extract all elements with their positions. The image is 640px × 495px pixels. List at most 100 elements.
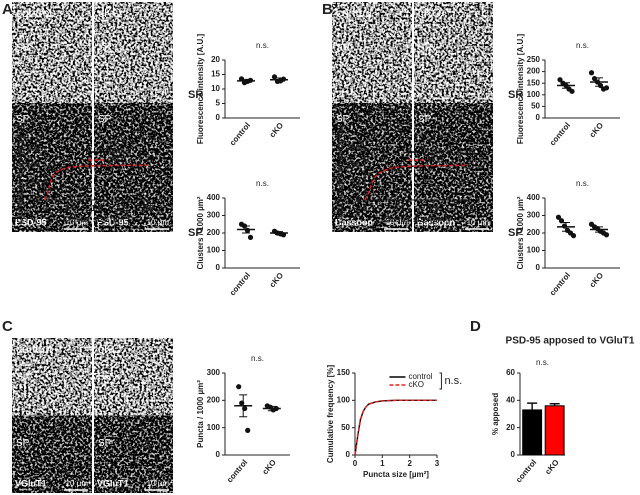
annotation: *** (463, 150, 477, 162)
image-marker: PSD-95 (15, 217, 47, 227)
image-condition: control (16, 6, 52, 20)
image-sp-region (94, 415, 173, 493)
x-axis-label: Puncta size [µm²] (363, 470, 429, 479)
y-tick-label: 150 (27, 143, 41, 152)
row-label: SR (188, 89, 203, 101)
row-label: SP (188, 227, 203, 239)
y-tick-label: 10 (211, 84, 220, 93)
x-tick-label: 1.5 (462, 204, 474, 213)
legend-bracket (439, 372, 442, 390)
y-tick-label: 0 (216, 113, 221, 122)
image-region: SR (98, 43, 112, 54)
y-tick-label: 150 (347, 143, 361, 152)
y-tick-label: 100 (527, 90, 541, 99)
y-tick-label: 0 (216, 450, 221, 459)
annotation: n.s. (536, 358, 549, 367)
y-tick-label: 100 (207, 246, 221, 255)
image-sp-region (414, 103, 493, 232)
y-tick-label: 250 (527, 55, 541, 64)
annotation: n.s. (251, 354, 264, 363)
data-point (271, 74, 278, 80)
image-sr-region (94, 2, 173, 104)
y-tick-label: 0 (536, 263, 541, 272)
image-region: SP (98, 438, 112, 449)
legend-label: control (427, 147, 451, 156)
y-axis-label: Puncta / 1000 µm² (196, 380, 205, 448)
image-sp-region (12, 103, 92, 232)
error-bar (242, 225, 250, 234)
image-sr-region (332, 2, 412, 104)
annotation: n.s. (576, 179, 589, 188)
image-region: SR (16, 371, 30, 382)
x-tick-label: control (548, 271, 572, 298)
y-tick-label: 15 (211, 70, 220, 79)
error-bar (595, 77, 603, 87)
image-condition: control (336, 6, 372, 20)
legend-bracket (458, 147, 461, 165)
y-tick-label: 0 (536, 113, 541, 122)
scale-label: 10 µm (66, 218, 89, 227)
image-marker: PSD-95 (97, 217, 129, 227)
error-bar (595, 226, 603, 233)
y-tick-label: 0 (216, 263, 221, 272)
x-tick-label: cKO (543, 458, 560, 476)
y-tick-label: 20 (506, 423, 515, 432)
image-marker: Bassoon (335, 217, 373, 227)
y-tick-label: 200 (527, 67, 541, 76)
y-tick-label: 50 (341, 423, 350, 432)
x-tick-label: control (548, 121, 572, 148)
image-region: SP (336, 114, 350, 125)
x-tick-label: 2.0 (142, 204, 154, 213)
data-point (569, 88, 575, 94)
image-sp-region (12, 415, 92, 493)
y-tick-label: 200 (527, 228, 541, 237)
y-tick-label: 200 (207, 395, 221, 404)
error-bar (242, 78, 250, 83)
legend-label: cKO (408, 380, 424, 389)
legend-label: control (107, 147, 131, 156)
row-label: SR (508, 89, 523, 101)
y-tick-label: 0 (346, 450, 351, 459)
error-bar (562, 222, 570, 232)
x-tick-label: 1 (380, 459, 385, 468)
data-point (603, 232, 610, 238)
y-tick-label: 100 (27, 160, 41, 169)
y-tick-label: 100 (527, 246, 541, 255)
legend-bracket (138, 147, 141, 165)
image-region: SR (98, 371, 112, 382)
micrograph: cKO SR SP Bassoon 10 µm (414, 2, 493, 232)
image-region: SR (418, 43, 432, 54)
panel-label: D (470, 318, 481, 335)
error-bar (275, 77, 283, 82)
y-tick-label: 150 (527, 78, 541, 87)
y-tick-label: 0 (36, 195, 41, 204)
y-axis-label: Fluorescence intensity [A.U.] (516, 34, 525, 145)
annotation: n.s. (256, 41, 269, 50)
series-line (354, 399, 437, 456)
y-tick-label: 100 (207, 423, 221, 432)
chart-title: PSD-95 apposed to VGluT1 (506, 336, 635, 347)
image-region: SP (16, 114, 30, 125)
micrograph: cKO SR SP PSD-95 10 µm (94, 2, 173, 232)
image-region: SP (98, 114, 112, 125)
annotation: * (143, 150, 148, 162)
image-sp-region (94, 103, 173, 232)
error-bar (562, 82, 570, 89)
y-tick-label: 400 (527, 193, 541, 202)
x-tick-label: 3 (435, 459, 440, 468)
row-label: SP (508, 227, 523, 239)
data-point (588, 70, 595, 76)
legend-label: cKO (427, 155, 443, 164)
y-tick-label: 50 (351, 178, 360, 187)
micrograph: control SR SP VGluT1 10 µm (12, 338, 92, 493)
image-sr-region (12, 338, 92, 416)
image-condition: cKO (98, 342, 121, 356)
micrograph: control SR SP PSD-95 10 µm (12, 2, 92, 232)
data-point (557, 77, 563, 83)
scale-label: 10 µm (467, 218, 490, 227)
image-region: SR (16, 43, 30, 54)
error-bar (239, 394, 248, 418)
data-point (245, 427, 251, 433)
x-tick-label: 0 (353, 459, 358, 468)
y-tick-label: 400 (207, 193, 221, 202)
